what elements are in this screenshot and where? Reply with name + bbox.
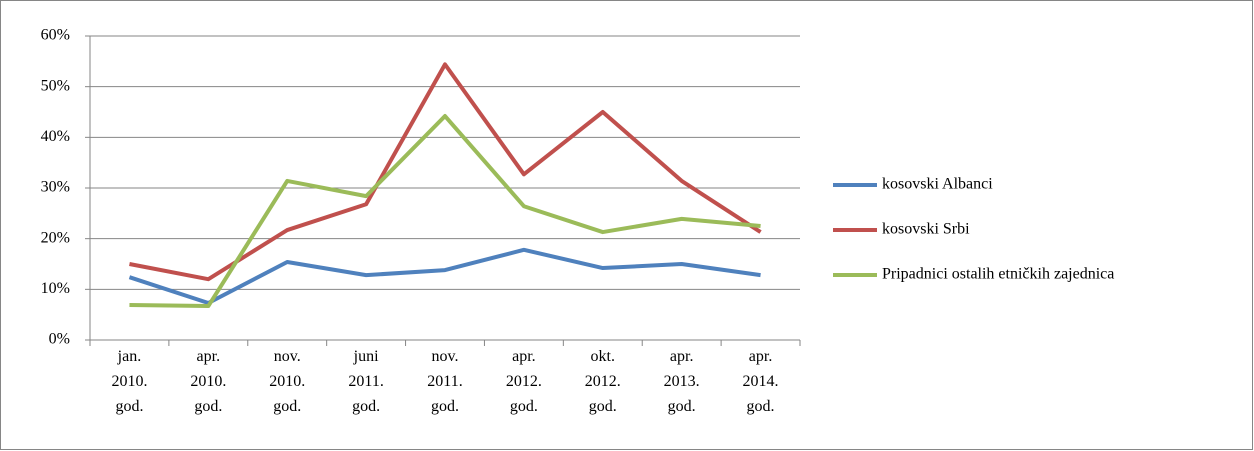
x-tick-label: okt. 2012. god.: [585, 348, 621, 415]
x-tick-label: nov. 2011. god.: [427, 348, 462, 415]
y-tick-label: 20%: [41, 229, 70, 246]
series-line: [128, 247, 761, 306]
x-tick-label: apr. 2013. god.: [664, 348, 700, 415]
legend-label: kosovski Albanci: [882, 176, 993, 193]
legend-label: Pripadnici ostalih etničkih zajednica: [882, 266, 1114, 283]
y-tick-label: 30%: [41, 179, 70, 196]
y-tick-label: 40%: [41, 128, 70, 145]
y-tick-label: 0%: [49, 331, 70, 348]
x-tick-label: apr. 2012. god.: [506, 348, 542, 415]
legend-label: kosovski Srbi: [882, 221, 970, 238]
y-tick-label: 60%: [41, 27, 70, 44]
series-line: [129, 114, 761, 309]
x-tick-label: apr. 2010. god.: [190, 348, 226, 415]
x-tick-label: apr. 2014. god.: [743, 348, 779, 415]
x-tick-label: nov. 2010. god.: [269, 348, 305, 415]
x-tick-label: juni 2011. god.: [348, 348, 383, 415]
y-tick-label: 50%: [41, 77, 70, 94]
x-tick-label: jan. 2010. god.: [111, 348, 147, 415]
y-tick-label: 10%: [41, 280, 70, 297]
